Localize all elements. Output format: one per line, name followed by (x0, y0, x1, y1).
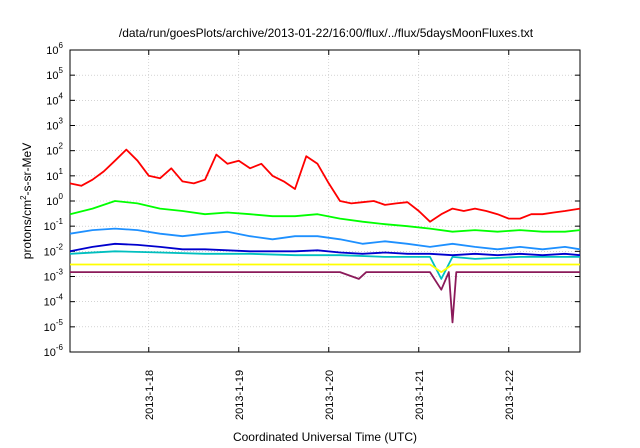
grid-lines (70, 50, 580, 352)
y-axis-label-main: protons/cm (20, 200, 34, 259)
y-axis-label: protons/cm2-s-sr-MeV (19, 143, 34, 259)
x-tick-label: 2013-1-21 (414, 370, 426, 420)
x-tick-label: 2013-1-20 (324, 370, 336, 420)
y-tick-label: 104 (46, 91, 63, 107)
series-line-1 (69, 148, 581, 223)
y-tick-label: 10-5 (44, 318, 64, 334)
series-line-4 (69, 250, 580, 280)
series-line-2 (69, 200, 581, 233)
y-tick-label: 10-3 (44, 268, 64, 284)
series-line-7 (70, 271, 580, 324)
series-line-6 (70, 263, 580, 274)
y-tick-label: 103 (46, 117, 63, 133)
y-tick-label: 102 (46, 142, 63, 158)
series-line-5 (69, 242, 581, 257)
x-tick-label: 2013-1-22 (504, 370, 516, 420)
y-tick-labels: 106 105 104 103 102 101 100 10-1 10-2 10-3 10-4 10-… (44, 41, 64, 359)
y-tick-label: 10-6 (44, 343, 64, 359)
y-tick-label: 106 (46, 41, 63, 57)
y-axis-label-exp: 2 (19, 195, 28, 200)
series-lines (69, 148, 581, 324)
y-tick-label: 105 (46, 66, 63, 82)
y-axis-label-rest: -s-sr-MeV (20, 143, 34, 196)
y-tick-label: 101 (46, 167, 63, 183)
y-tick-label: 10-1 (44, 217, 64, 233)
y-tick-label: 10-4 (44, 293, 64, 309)
x-tick-label: 2013-1-19 (234, 370, 246, 420)
series-line-3 (69, 227, 581, 251)
x-tick-labels: 2013-1-18 2013-1-19 2013-1-20 2013-1-21 2013… (144, 370, 516, 420)
y-tick-label: 10-2 (44, 242, 64, 258)
axis-ticks (70, 49, 580, 353)
x-axis-label: Coordinated Universal Time (UTC) (233, 430, 417, 444)
chart-title: /data/run/goesPlots/archive/2013-01-22/1… (119, 26, 534, 40)
y-tick-label: 100 (46, 192, 63, 208)
x-tick-label: 2013-1-18 (144, 370, 156, 420)
